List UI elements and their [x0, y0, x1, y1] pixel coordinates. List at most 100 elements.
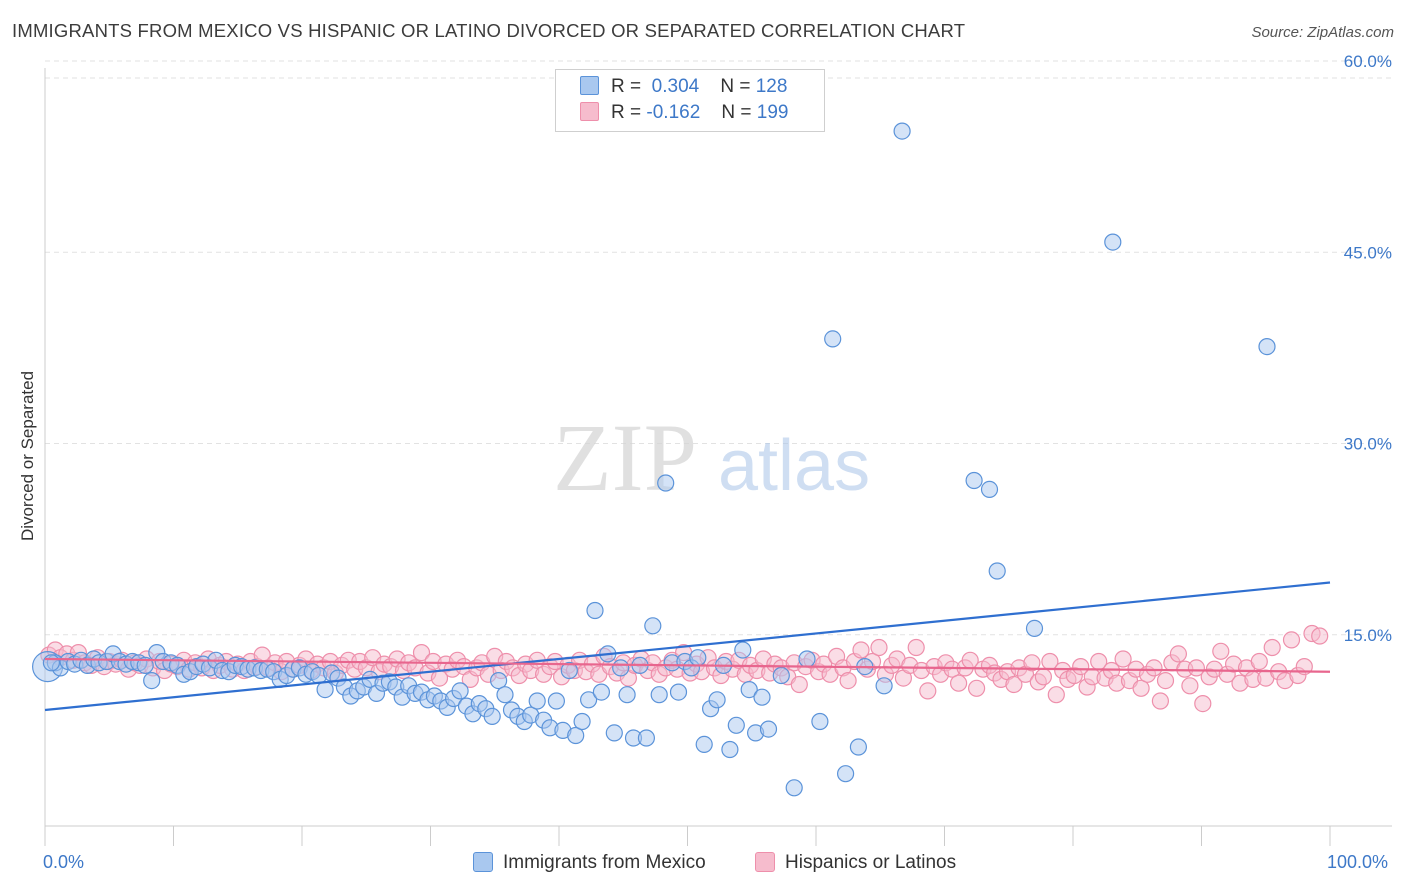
legend-swatch-blue	[580, 76, 599, 95]
mexico-point	[695, 735, 713, 754]
trend-lines	[44, 581, 1331, 712]
mexico-point	[316, 680, 334, 699]
hispanics-point	[1023, 654, 1041, 672]
x-axis-max-label: 100.0%	[1327, 852, 1389, 872]
y-tick-label: 15.0%	[1344, 626, 1392, 645]
legend-item-mexico[interactable]: Immigrants from Mexico	[473, 852, 706, 874]
legend-n-value: 128	[755, 76, 788, 97]
y-tick-label: 30.0%	[1344, 435, 1392, 454]
mexico-point	[798, 650, 816, 668]
mexico-point	[988, 562, 1006, 580]
correlation-legend: R = 0.304 N = 128 R = -0.162 N = 199	[555, 69, 825, 132]
hispanics-point	[1005, 675, 1023, 694]
legend-label-hispanics: Hispanics or Latinos	[785, 852, 957, 873]
mexico-point	[727, 716, 745, 734]
mexico-point	[740, 680, 758, 699]
hispanics-point	[967, 679, 986, 697]
legend-r-value: -0.162	[646, 102, 701, 123]
mexico-point	[893, 122, 911, 140]
mexico-point	[753, 688, 771, 706]
trend-line-hispanics	[44, 657, 1331, 673]
x-axis-min-label: 0.0%	[43, 852, 85, 872]
legend-swatch-pink	[580, 102, 599, 121]
legend-label-mexico: Immigrants from Mexico	[503, 852, 706, 873]
legend-item-hispanics[interactable]: Hispanics or Latinos	[755, 852, 956, 874]
hispanics-point	[1187, 659, 1206, 677]
hispanics-point	[1072, 657, 1090, 676]
mexico-point	[759, 720, 778, 738]
mexico-point	[451, 682, 469, 700]
mexico-point	[836, 765, 855, 783]
mexico-point	[734, 641, 752, 659]
hispanics-point	[1282, 631, 1301, 649]
hispanics-point	[790, 675, 808, 694]
mexico-point	[721, 740, 739, 759]
hispanics-point	[1047, 686, 1065, 704]
mexico-point	[483, 707, 501, 726]
hispanics-point	[919, 682, 937, 700]
mexico-point	[490, 671, 508, 690]
mexico-point	[1025, 619, 1044, 638]
legend-row-mexico: R = 0.304 N = 128	[580, 76, 787, 100]
axes	[44, 68, 1392, 846]
mexico-point	[811, 712, 829, 731]
legend-swatch-pink	[755, 852, 775, 872]
mexico-point	[136, 656, 154, 675]
hispanics-point	[1132, 679, 1150, 697]
mexico-point	[560, 661, 578, 680]
mexico-point	[592, 683, 611, 701]
watermark-atlas: atlas	[718, 426, 870, 506]
mexico-point	[650, 686, 668, 704]
source-note: Source: ZipAtlas.com	[1251, 24, 1394, 41]
mexico-point	[965, 471, 983, 490]
mexico-point	[567, 726, 585, 745]
mexico-point	[586, 601, 604, 620]
mexico-point	[42, 654, 61, 672]
mexico-point	[573, 712, 591, 731]
hispanics-point	[949, 674, 968, 692]
mexico-point	[605, 724, 623, 742]
legend-r-label: R =	[611, 102, 642, 123]
mexico-point	[1104, 233, 1122, 251]
hispanics-point	[907, 638, 925, 657]
legend-n-label: N =	[720, 76, 751, 97]
gridlines	[45, 60, 1392, 636]
hispanics-point	[852, 641, 870, 659]
mexico-point	[980, 480, 999, 498]
hispanics-point	[1151, 692, 1170, 710]
y-tick-label: 45.0%	[1344, 243, 1392, 262]
hispanics-point	[1156, 671, 1175, 690]
y-tick-labels: 15.0% 30.0% 45.0% 60.0%	[1344, 52, 1392, 645]
legend-n-label: N =	[721, 102, 752, 123]
mexico-point	[637, 729, 656, 747]
hispanics-point	[1250, 652, 1268, 671]
chart-title: IMMIGRANTS FROM MEXICO VS HISPANIC OR LA…	[12, 20, 966, 41]
hispanics-point	[1311, 627, 1329, 645]
hispanics-point	[1212, 642, 1230, 660]
hispanics-point	[870, 638, 888, 657]
mexico-point	[772, 666, 790, 685]
mexico-point	[824, 330, 842, 348]
mexico-point	[579, 691, 598, 709]
mexico-point	[875, 677, 893, 695]
mexico-point	[496, 686, 514, 704]
watermark: ZIP atlas	[553, 404, 870, 511]
legend-row-hispanics: R = -0.162 N = 199	[580, 102, 788, 126]
mexico-point	[849, 738, 868, 756]
y-tick-label: 60.0%	[1344, 52, 1392, 71]
hispanics-point	[1034, 668, 1053, 686]
mexico-point	[1258, 338, 1276, 356]
hispanics-point	[1181, 677, 1199, 695]
trend-line-mexico	[44, 581, 1331, 712]
hispanics-point	[839, 671, 857, 690]
legend-r-value: 0.304	[651, 76, 700, 97]
hispanics-point	[1263, 638, 1281, 657]
hispanics-point	[1194, 694, 1212, 713]
watermark-zip: ZIP	[553, 404, 697, 511]
hispanics-point	[1169, 645, 1188, 663]
mexico-point	[669, 683, 688, 701]
hispanics-point	[412, 643, 431, 662]
mexico-point	[644, 617, 662, 635]
legend-n-value: 199	[756, 102, 789, 123]
